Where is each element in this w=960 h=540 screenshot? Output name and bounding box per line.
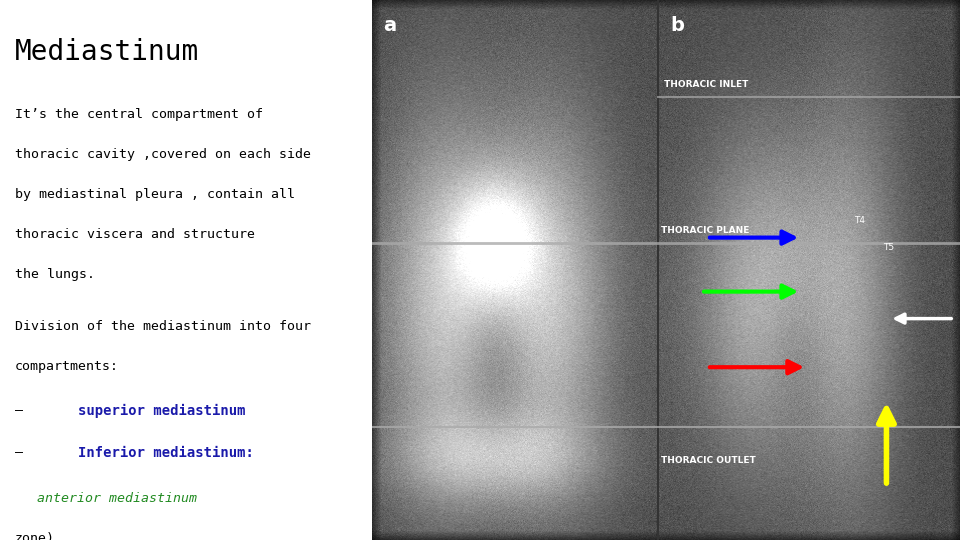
Text: THORACIC OUTLET: THORACIC OUTLET	[661, 456, 756, 465]
Text: –: –	[14, 446, 38, 458]
Text: by mediastinal pleura , contain all: by mediastinal pleura , contain all	[14, 188, 295, 201]
Text: superior mediastinum: superior mediastinum	[79, 404, 246, 418]
Text: Inferior mediastinum:: Inferior mediastinum:	[79, 446, 254, 460]
Text: –: –	[14, 404, 38, 417]
Text: THORACIC INLET: THORACIC INLET	[664, 80, 749, 89]
Text: anterior mediastinum: anterior mediastinum	[37, 491, 197, 504]
Text: Division of the mediastinum into four: Division of the mediastinum into four	[14, 320, 311, 333]
Text: zone),: zone),	[14, 531, 62, 540]
Text: a: a	[383, 16, 396, 35]
Text: except: except	[671, 228, 719, 241]
Text: b: b	[670, 16, 684, 35]
Text: compartments:: compartments:	[14, 360, 119, 373]
Text: thoracic cavity ,covered on each side: thoracic cavity ,covered on each side	[14, 148, 311, 161]
Text: Mediastinum: Mediastinum	[14, 38, 199, 66]
Text: thoracic viscera and structure: thoracic viscera and structure	[14, 228, 263, 241]
Text: It’s the central compartment of: It’s the central compartment of	[14, 108, 263, 121]
Text: the lungs.: the lungs.	[14, 268, 95, 281]
Text: T4: T4	[854, 216, 865, 225]
Text: THORACIC PLANE: THORACIC PLANE	[661, 226, 750, 235]
Text: T5: T5	[883, 243, 895, 252]
Text: T4: T4	[454, 232, 465, 241]
Text: (prevascular: (prevascular	[461, 491, 564, 504]
